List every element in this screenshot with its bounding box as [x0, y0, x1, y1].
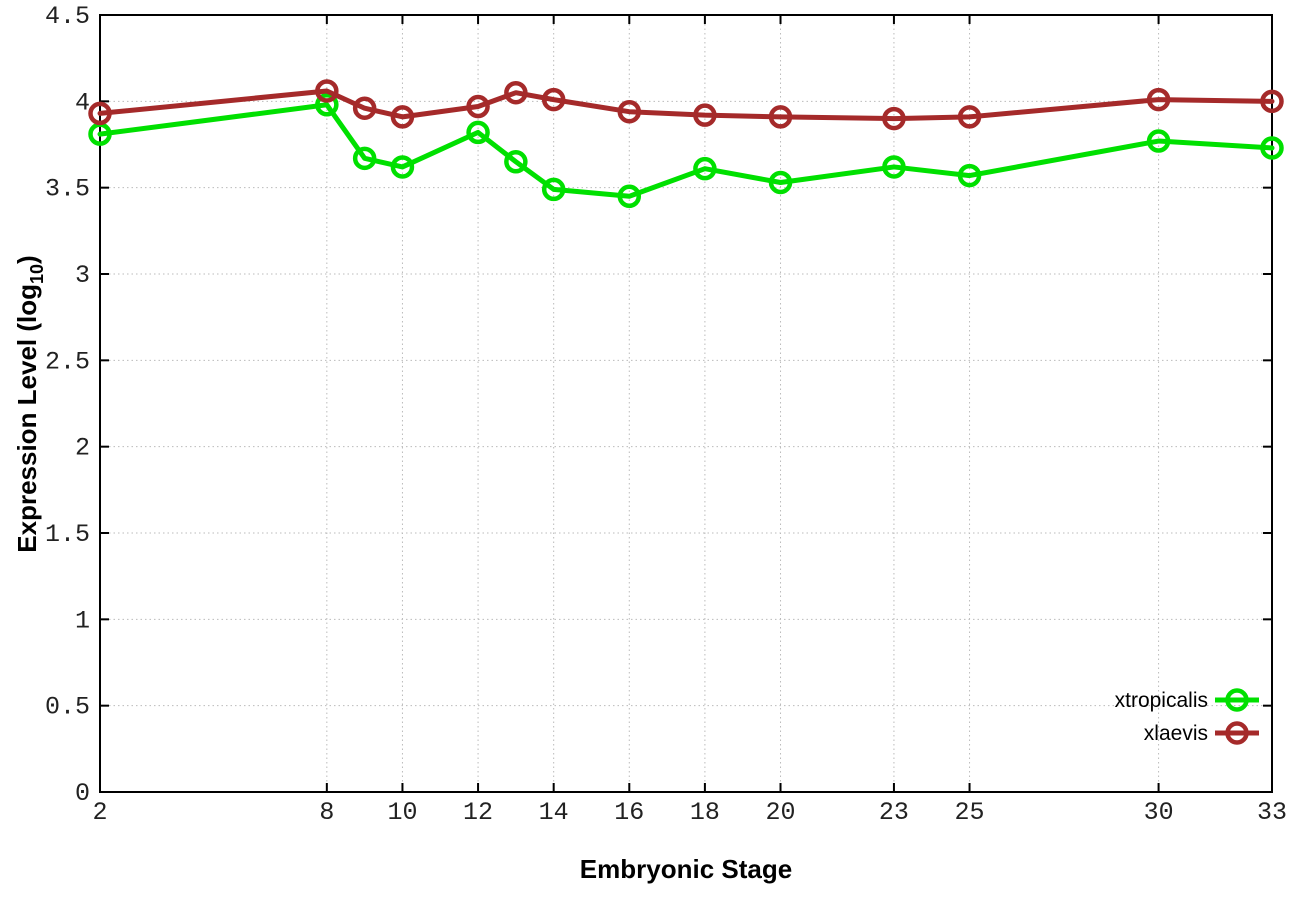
data-point-xtropicalis [617, 184, 642, 209]
x-tick-label: 23 [879, 798, 909, 827]
grid-layer [99, 14, 1273, 793]
x-tick-label: 18 [690, 798, 720, 827]
legend-marker-xtropicalis [1225, 688, 1249, 712]
y-tick-label: 2 [75, 434, 90, 463]
plot-border [99, 14, 1273, 793]
y-tick-label: 1 [75, 606, 90, 635]
data-point-xtropicalis [466, 120, 490, 145]
data-point-xtropicalis [957, 163, 982, 188]
series-line-xtropicalis [97, 102, 1275, 199]
data-point-xtropicalis [504, 150, 528, 174]
x-tick-label: 8 [319, 798, 334, 827]
y-axis-title: Expression Level (log10) [12, 255, 47, 552]
data-point-xlaevis [617, 99, 642, 124]
data-point-xtropicalis [1146, 129, 1171, 153]
data-point-xlaevis [957, 105, 982, 129]
data-point-xlaevis [541, 87, 566, 112]
data-point-xtropicalis [315, 93, 339, 117]
series-line-xlaevis [97, 88, 1275, 122]
data-point-xlaevis [352, 96, 377, 120]
y-tick-label: 4.5 [45, 2, 90, 31]
data-point-xtropicalis [1260, 136, 1284, 160]
y-tick-label: 4 [75, 88, 90, 117]
data-point-xlaevis [1260, 89, 1284, 114]
x-axis-title: Embryonic Stage [580, 854, 792, 884]
y-tick-label: 1.5 [45, 520, 90, 549]
legend-row-xtropicalis: xtropicalis [1115, 688, 1259, 712]
x-tick-label: 10 [387, 798, 417, 827]
y-axis-title-subscript: 10 [27, 264, 47, 284]
data-point-xtropicalis [768, 170, 793, 195]
data-point-xtropicalis [882, 155, 906, 179]
y-tick-label: 3.5 [45, 175, 90, 204]
legend-label-xtropicalis: xtropicalis [1115, 689, 1208, 712]
y-axis-title-main: Expression Level (log [12, 284, 42, 553]
data-point-xtropicalis [693, 156, 717, 181]
y-tick-label: 0 [75, 779, 90, 808]
legend: xtropicalis xlaevis [1115, 688, 1259, 745]
data-point-xlaevis [504, 80, 528, 105]
x-tick-label: 33 [1257, 798, 1287, 827]
series-xlaevis [88, 79, 1284, 131]
y-tick-label: 0.5 [45, 693, 90, 722]
data-point-xlaevis [1146, 87, 1171, 112]
y-axis-title-close: ) [12, 255, 42, 264]
series-layer [88, 79, 1284, 209]
series-xtropicalis [88, 93, 1284, 209]
data-point-xlaevis [693, 103, 717, 127]
x-tick-label: 30 [1144, 798, 1174, 827]
data-point-xlaevis [88, 101, 112, 126]
legend-row-xlaevis: xlaevis [1144, 721, 1259, 745]
x-tick-label: 25 [955, 798, 985, 827]
x-tick-label: 14 [539, 798, 569, 827]
data-point-xtropicalis [541, 177, 566, 202]
x-tick-label: 20 [766, 798, 796, 827]
axes-layer: 2 8 10 12 14 16 18 20 23 25 30 33 0 0.5 1 1.5 2 2.5 3 3.5 4 4… [45, 2, 1287, 827]
x-tick-label: 12 [463, 798, 493, 827]
data-point-xlaevis [315, 79, 339, 103]
legend-marker-xlaevis [1225, 721, 1249, 745]
legend-label-xlaevis: xlaevis [1144, 722, 1208, 745]
data-point-xtropicalis [390, 155, 415, 179]
data-point-xlaevis [768, 105, 793, 129]
data-point-xlaevis [882, 106, 906, 131]
x-tick-label: 2 [92, 798, 107, 827]
data-point-xlaevis [466, 94, 490, 119]
x-tick-label: 16 [614, 798, 644, 827]
data-point-xlaevis [390, 105, 415, 129]
data-point-xtropicalis [352, 146, 377, 171]
y-tick-label: 3 [75, 261, 90, 290]
y-tick-label: 2.5 [45, 347, 90, 376]
